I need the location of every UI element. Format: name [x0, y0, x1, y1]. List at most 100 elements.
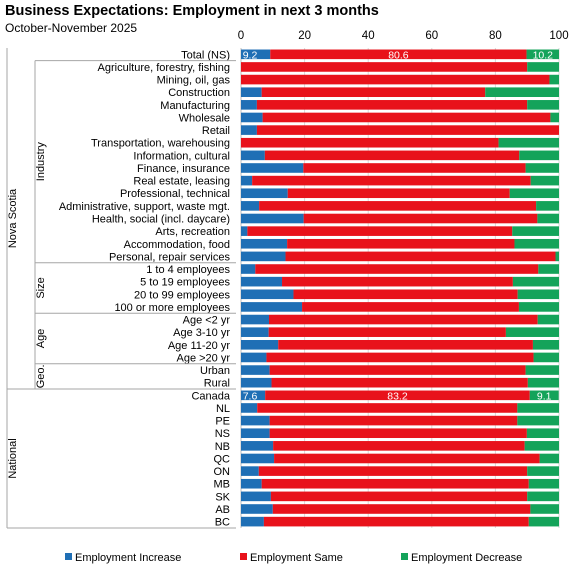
bar-employment-increase-ns — [241, 428, 270, 439]
bar-employment-decrease-administrative-support-waste-mgt — [536, 201, 559, 211]
row-label: 100 or more employees — [114, 302, 230, 314]
bar-employment-same-age-3-10-yr — [268, 327, 506, 337]
bar-employment-same-total-ns — [270, 49, 527, 60]
bar-employment-same-urban — [269, 365, 526, 375]
bar-employment-same-personal-repair-services — [285, 251, 556, 262]
page-title: Business Expectations: Employment in nex… — [5, 3, 379, 19]
bar-employment-same-bc — [263, 516, 529, 527]
bar-employment-decrease-construction — [485, 87, 559, 98]
bar-employment-decrease-manufacturing — [527, 100, 559, 110]
bar-employment-same-transportation-warehousing — [241, 137, 499, 148]
bar-employment-decrease-total-ns — [526, 49, 559, 60]
bar-employment-increase-information-cultural — [241, 150, 265, 161]
row-label: Professional, technical — [120, 188, 230, 200]
bar-employment-increase-sk — [241, 491, 271, 502]
bar-employment-same-accommodation-food — [287, 238, 515, 249]
bar-employment-increase-age-20-yr — [241, 352, 267, 363]
data-label-employment-decrease: 9.1 — [537, 390, 552, 402]
bar-employment-increase-5-to-19-employees — [241, 276, 283, 287]
bar-employment-decrease-ab — [530, 504, 559, 514]
row-label: Manufacturing — [160, 100, 230, 112]
bar-employment-decrease-transportation-warehousing — [498, 137, 559, 148]
bar-employment-decrease-on — [527, 466, 559, 476]
bar-employment-same-agriculture-forestry-fishing — [241, 62, 528, 72]
bar-employment-decrease-health-social-incl-daycare — [537, 213, 559, 224]
row-label: NS — [215, 428, 230, 440]
bar-employment-same-health-social-incl-daycare — [303, 213, 538, 224]
bar-employment-decrease-accommodation-food — [514, 238, 559, 249]
row-label: 5 to 19 employees — [140, 277, 230, 289]
row-label: Arts, recreation — [155, 226, 230, 238]
data-label-employment-increase: 7.6 — [243, 390, 258, 402]
bar-employment-increase-accommodation-food — [241, 238, 288, 249]
x-tick-label: 80 — [489, 30, 502, 42]
bar-employment-same-nb — [273, 441, 525, 451]
bar-employment-decrease-sk — [527, 491, 559, 502]
bar-employment-decrease-real-estate-leasing — [530, 175, 559, 186]
bar-employment-same-nl — [257, 403, 518, 413]
bar-employment-same-arts-recreation — [247, 226, 513, 236]
row-label: Health, social (incl. daycare) — [92, 214, 230, 226]
bar-employment-decrease-ns — [526, 428, 559, 439]
bar-employment-same-100-or-more-employees — [302, 302, 519, 312]
row-label: Agriculture, forestry, fishing — [98, 62, 230, 74]
bar-employment-same-mining-oil-gas — [241, 74, 550, 85]
bar-employment-decrease-agriculture-forestry-fishing — [527, 62, 559, 72]
row-label: MB — [214, 479, 231, 491]
row-label: NL — [216, 403, 230, 415]
row-label: Rural — [204, 378, 230, 390]
row-label: Accommodation, food — [124, 239, 230, 251]
bar-employment-increase-bc — [241, 516, 264, 527]
group-label-nova-scotia: Nova Scotia — [7, 188, 19, 248]
bar-employment-increase-manufacturing — [241, 100, 257, 110]
row-label: ON — [214, 466, 231, 478]
bar-employment-increase-construction — [241, 87, 262, 98]
bar-employment-same-5-to-19-employees — [282, 276, 513, 287]
bar-employment-decrease-qc — [539, 453, 559, 464]
row-label: Transportation, warehousing — [91, 138, 230, 150]
bar-employment-increase-arts-recreation — [241, 226, 248, 236]
bar-employment-decrease-nb — [524, 441, 559, 451]
subgroup-label-size: Size — [35, 277, 47, 298]
row-label: AB — [215, 504, 230, 516]
bar-employment-decrease-20-to-99-employees — [517, 289, 559, 300]
bar-employment-decrease-bc — [528, 516, 559, 527]
row-label: 1 to 4 employees — [146, 264, 230, 276]
bar-employment-increase-mb — [241, 478, 262, 489]
bar-employment-increase-nb — [241, 441, 274, 451]
bar-employment-decrease-nl — [517, 403, 559, 413]
bar-employment-decrease-canada — [529, 390, 559, 401]
bar-employment-same-wholesale — [262, 112, 551, 123]
bar-employment-increase-age-2-yr — [241, 314, 269, 325]
bar-employment-decrease-information-cultural — [519, 150, 559, 161]
bar-employment-increase-100-or-more-employees — [241, 302, 303, 312]
bar-employment-increase-administrative-support-waste-mgt — [241, 201, 260, 211]
bar-employment-same-1-to-4-employees — [255, 264, 539, 274]
legend-label-employment-same: Employment Same — [250, 552, 343, 564]
bar-employment-decrease-wholesale — [550, 112, 559, 123]
bar-employment-decrease-finance-insurance — [525, 163, 559, 173]
bar-employment-decrease-personal-repair-services — [555, 251, 559, 262]
subgroup-label-industry: Industry — [35, 142, 47, 182]
bar-employment-same-age-11-20-yr — [278, 340, 533, 350]
x-tick-label: 20 — [298, 30, 311, 42]
bar-employment-increase-canada — [241, 390, 266, 401]
bar-employment-increase-retail — [241, 125, 257, 135]
bar-employment-increase-age-11-20-yr — [241, 340, 279, 350]
row-label: SK — [215, 491, 230, 503]
bar-employment-decrease-rural — [527, 377, 559, 388]
row-label: Age 11-20 yr — [168, 340, 231, 352]
bar-employment-same-qc — [274, 453, 540, 464]
bar-employment-same-canada — [265, 390, 530, 401]
x-tick-label: 40 — [362, 30, 375, 42]
legend-label-employment-decrease: Employment Decrease — [411, 552, 522, 564]
bar-employment-same-manufacturing — [256, 100, 528, 110]
bar-employment-same-retail — [256, 125, 559, 135]
bar-employment-same-construction — [261, 87, 486, 98]
bar-employment-decrease-urban — [525, 365, 559, 375]
subgroup-label-geo: Geo. — [35, 364, 47, 388]
row-label: Wholesale — [179, 112, 230, 124]
subgroup-label-age: Age — [35, 329, 47, 349]
data-label-employment-same: 80.6 — [388, 49, 409, 61]
